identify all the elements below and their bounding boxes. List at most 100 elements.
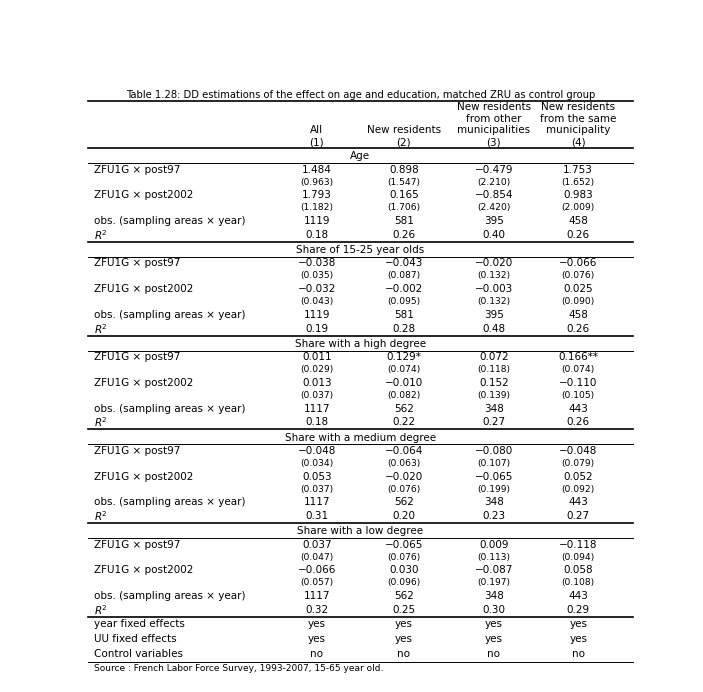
Text: (2.210): (2.210) — [477, 178, 510, 187]
Text: yes: yes — [308, 619, 325, 630]
Text: 0.058: 0.058 — [563, 565, 593, 575]
Text: $R^2$: $R^2$ — [94, 228, 108, 242]
Text: obs. (sampling areas × year): obs. (sampling areas × year) — [94, 498, 246, 507]
Text: 0.19: 0.19 — [305, 324, 328, 334]
Text: 0.037: 0.037 — [302, 540, 332, 550]
Text: 348: 348 — [484, 403, 504, 414]
Text: 0.166**: 0.166** — [558, 352, 598, 362]
Text: $R^2$: $R^2$ — [94, 416, 108, 429]
Text: (1): (1) — [309, 138, 324, 148]
Text: ZFU1G × post97: ZFU1G × post97 — [94, 258, 181, 268]
Text: yes: yes — [395, 635, 413, 644]
Text: −0.032: −0.032 — [297, 284, 336, 294]
Text: Share with a medium degree: Share with a medium degree — [285, 432, 436, 443]
Text: yes: yes — [395, 619, 413, 630]
Text: Share with a high degree: Share with a high degree — [295, 339, 426, 349]
Text: ZFU1G × post97: ZFU1G × post97 — [94, 165, 181, 174]
Text: −0.020: −0.020 — [475, 258, 513, 268]
Text: −0.110: −0.110 — [559, 378, 598, 388]
Text: yes: yes — [485, 619, 503, 630]
Text: −0.002: −0.002 — [385, 284, 423, 294]
Text: 458: 458 — [568, 310, 588, 320]
Text: from other: from other — [466, 113, 522, 124]
Text: 348: 348 — [484, 498, 504, 507]
Text: −0.087: −0.087 — [475, 565, 513, 575]
Text: 1119: 1119 — [304, 216, 330, 226]
Text: yes: yes — [569, 635, 587, 644]
Text: (1.706): (1.706) — [387, 203, 420, 212]
Text: (1.182): (1.182) — [300, 203, 333, 212]
Text: Table 1.28: DD estimations of the effect on age and education, matched ZRU as co: Table 1.28: DD estimations of the effect… — [126, 90, 595, 100]
Text: −0.038: −0.038 — [297, 258, 336, 268]
Text: 1.484: 1.484 — [302, 165, 332, 174]
Text: 0.129*: 0.129* — [387, 352, 421, 362]
Text: (0.057): (0.057) — [300, 579, 333, 588]
Text: (0.108): (0.108) — [562, 579, 595, 588]
Text: (0.107): (0.107) — [477, 459, 510, 468]
Text: (0.034): (0.034) — [300, 459, 333, 468]
Text: (0.105): (0.105) — [562, 391, 595, 400]
Text: from the same: from the same — [540, 113, 617, 124]
Text: Share with a low degree: Share with a low degree — [297, 527, 423, 536]
Text: $R^2$: $R^2$ — [94, 603, 108, 617]
Text: −0.066: −0.066 — [559, 258, 598, 268]
Text: (1.547): (1.547) — [387, 178, 420, 187]
Text: 348: 348 — [484, 591, 504, 601]
Text: (0.076): (0.076) — [387, 484, 420, 493]
Text: 0.26: 0.26 — [567, 324, 590, 334]
Text: 0.009: 0.009 — [479, 540, 508, 550]
Text: 0.165: 0.165 — [389, 190, 419, 200]
Text: (0.139): (0.139) — [477, 391, 510, 400]
Text: (0.113): (0.113) — [477, 553, 510, 562]
Text: ZFU1G × post2002: ZFU1G × post2002 — [94, 565, 194, 575]
Text: 0.013: 0.013 — [302, 378, 332, 388]
Text: (2.009): (2.009) — [562, 203, 595, 212]
Text: 395: 395 — [484, 216, 504, 226]
Text: (2): (2) — [396, 138, 411, 148]
Text: 443: 443 — [568, 591, 588, 601]
Text: (0.132): (0.132) — [477, 271, 510, 280]
Text: 1119: 1119 — [304, 310, 330, 320]
Text: (0.079): (0.079) — [562, 459, 595, 468]
Text: New residents: New residents — [367, 125, 441, 136]
Text: (0.035): (0.035) — [300, 271, 333, 280]
Text: 0.30: 0.30 — [482, 605, 505, 615]
Text: 0.152: 0.152 — [479, 378, 509, 388]
Text: municipalities: municipalities — [457, 125, 530, 136]
Text: 0.26: 0.26 — [567, 417, 590, 428]
Text: (0.037): (0.037) — [300, 484, 333, 493]
Text: 0.28: 0.28 — [392, 324, 415, 334]
Text: 0.27: 0.27 — [567, 511, 590, 521]
Text: (0.076): (0.076) — [387, 553, 420, 562]
Text: (0.197): (0.197) — [477, 579, 510, 588]
Text: −0.118: −0.118 — [559, 540, 598, 550]
Text: ZFU1G × post97: ZFU1G × post97 — [94, 446, 181, 456]
Text: −0.065: −0.065 — [475, 471, 513, 482]
Text: no: no — [310, 649, 323, 659]
Text: (3): (3) — [486, 138, 501, 148]
Text: (0.090): (0.090) — [562, 297, 595, 306]
Text: −0.065: −0.065 — [385, 540, 423, 550]
Text: 0.40: 0.40 — [482, 230, 505, 240]
Text: (0.096): (0.096) — [387, 579, 420, 588]
Text: −0.854: −0.854 — [475, 190, 513, 200]
Text: −0.003: −0.003 — [475, 284, 513, 294]
Text: 0.053: 0.053 — [302, 471, 332, 482]
Text: 581: 581 — [394, 216, 414, 226]
Text: 443: 443 — [568, 403, 588, 414]
Text: 0.20: 0.20 — [392, 511, 415, 521]
Text: (0.029): (0.029) — [300, 365, 333, 374]
Text: 395: 395 — [484, 310, 504, 320]
Text: ZFU1G × post97: ZFU1G × post97 — [94, 352, 181, 362]
Text: municipality: municipality — [546, 125, 610, 136]
Text: 0.18: 0.18 — [305, 230, 328, 240]
Text: (0.132): (0.132) — [477, 297, 510, 306]
Text: (0.094): (0.094) — [562, 553, 595, 562]
Text: −0.010: −0.010 — [385, 378, 423, 388]
Text: 1117: 1117 — [304, 403, 330, 414]
Text: obs. (sampling areas × year): obs. (sampling areas × year) — [94, 591, 246, 601]
Text: −0.043: −0.043 — [385, 258, 423, 268]
Text: 0.898: 0.898 — [389, 165, 419, 174]
Text: −0.479: −0.479 — [475, 165, 513, 174]
Text: (0.082): (0.082) — [387, 391, 420, 400]
